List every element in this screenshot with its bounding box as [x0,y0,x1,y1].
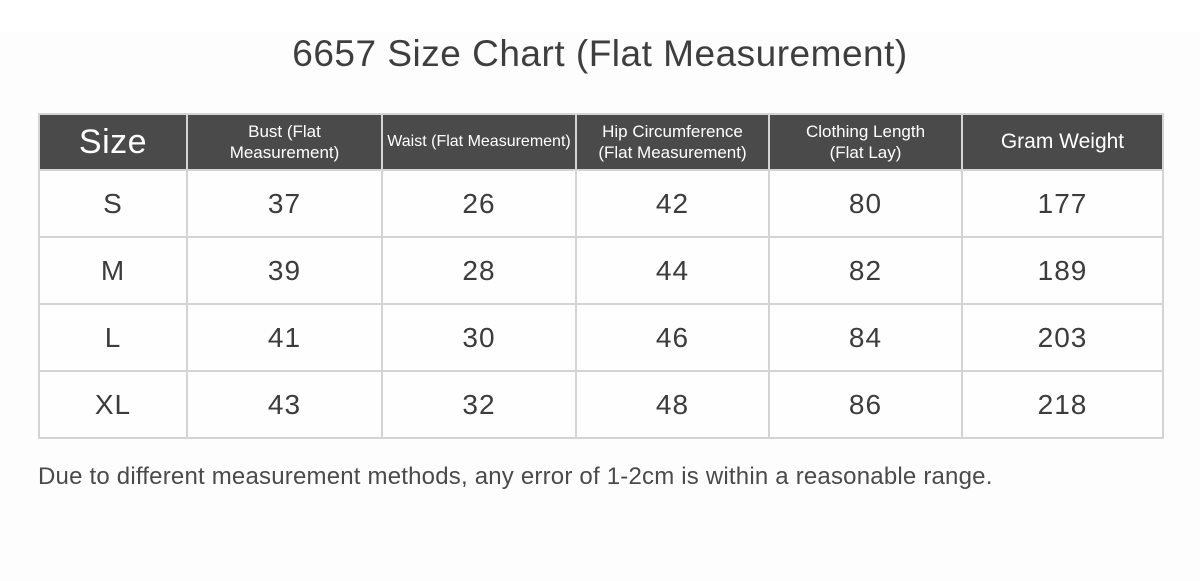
table-cell-hip: 42 [575,169,770,239]
table-cell-weight: 189 [961,236,1164,306]
table-row-s: S 37 26 42 80 177 [38,169,1164,239]
table-cell-weight: 203 [961,303,1164,373]
table-cell-waist: 26 [381,169,577,239]
size-label-m: M [38,236,188,306]
table-cell-waist: 28 [381,236,577,306]
size-chart-page: 6657 Size Chart (Flat Measurement) Size … [0,32,1200,581]
table-cell-waist: 32 [381,370,577,440]
column-header-waist: Waist (Flat Measurement) [381,113,577,172]
column-header-clothing-length: Clothing Length (Flat Lay) [768,113,963,172]
header-row: Size Bust (Flat Measurement) Waist (Flat… [38,113,1164,172]
column-header-gram-weight: Gram Weight [961,113,1164,172]
table-cell-bust: 39 [186,236,383,306]
table-cell-hip: 46 [575,303,770,373]
table-cell-bust: 37 [186,169,383,239]
table-cell-waist: 30 [381,303,577,373]
size-label-xl: XL [38,370,188,440]
column-header-hip: Hip Circumference (Flat Measurement) [575,113,770,172]
table-cell-hip: 48 [575,370,770,440]
size-chart-table: Size Bust (Flat Measurement) Waist (Flat… [38,113,1164,440]
table-cell-length: 86 [768,370,963,440]
table-cell-weight: 177 [961,169,1164,239]
column-header-bust: Bust (Flat Measurement) [186,113,383,172]
table-cell-bust: 41 [186,303,383,373]
table-cell-length: 84 [768,303,963,373]
measurement-disclaimer: Due to different measurement methods, an… [38,463,993,491]
table-cell-weight: 218 [961,370,1164,440]
size-label-s: S [38,169,188,239]
table-row-m: M 39 28 44 82 189 [38,236,1164,306]
table-row-xl: XL 43 32 48 86 218 [38,370,1164,440]
table-cell-length: 82 [768,236,963,306]
table-row-l: L 41 30 46 84 203 [38,303,1164,373]
table-cell-hip: 44 [575,236,770,306]
table-cell-bust: 43 [186,370,383,440]
table-cell-length: 80 [768,169,963,239]
size-label-l: L [38,303,188,373]
page-title: 6657 Size Chart (Flat Measurement) [292,33,908,74]
column-header-size: Size [38,113,188,172]
